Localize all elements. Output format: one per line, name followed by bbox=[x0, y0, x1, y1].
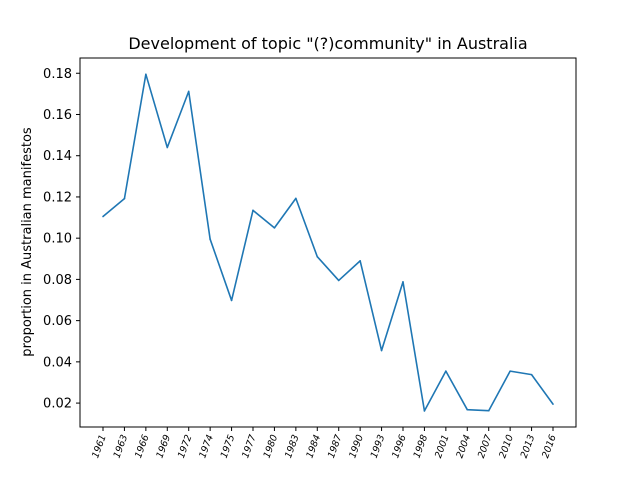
x-tick-label: 2010 bbox=[497, 433, 516, 459]
series-group bbox=[102, 73, 554, 412]
data-point bbox=[123, 197, 126, 200]
x-tick-label: 1969 bbox=[154, 433, 173, 459]
y-tick-label: 0.14 bbox=[43, 149, 72, 164]
x-tick-label: 1987 bbox=[326, 433, 345, 459]
x-tick-label: 1993 bbox=[369, 433, 388, 459]
data-point bbox=[316, 255, 319, 258]
y-tick-label: 0.16 bbox=[43, 108, 72, 123]
y-axis: 0.02 0.04 0.06 0.08 0.10 0.12 0.14 0.16 0.18 bbox=[43, 67, 80, 412]
y-tick-label: 0.12 bbox=[43, 190, 72, 205]
y-tick-label: 0.08 bbox=[43, 273, 72, 288]
y-tick-label: 0.10 bbox=[43, 232, 72, 247]
x-tick-label: 2004 bbox=[454, 433, 473, 459]
x-tick-label: 2016 bbox=[540, 433, 559, 459]
x-tick-label: 1990 bbox=[347, 433, 366, 459]
data-point bbox=[187, 90, 190, 93]
data-point bbox=[145, 73, 147, 76]
y-tick-label: 0.06 bbox=[43, 314, 72, 329]
data-point bbox=[230, 299, 233, 302]
x-tick-label: 1974 bbox=[197, 433, 216, 459]
data-point bbox=[273, 227, 276, 229]
data-point bbox=[445, 370, 447, 372]
data-point bbox=[466, 408, 469, 411]
x-tick-label: 1972 bbox=[176, 433, 195, 459]
data-point bbox=[295, 197, 297, 200]
data-point bbox=[252, 209, 254, 212]
x-tick-label: 1961 bbox=[90, 433, 109, 459]
data-point bbox=[102, 215, 104, 218]
data-point bbox=[423, 410, 426, 412]
series-line bbox=[102, 73, 554, 412]
data-point bbox=[380, 349, 383, 352]
x-tick-label: 1998 bbox=[412, 433, 431, 459]
x-tick-label: 1984 bbox=[304, 433, 323, 459]
data-point bbox=[166, 146, 169, 149]
data-point bbox=[209, 238, 211, 240]
x-tick-label: 1963 bbox=[112, 433, 131, 459]
x-tick-label: 2013 bbox=[519, 433, 538, 459]
x-tick-label: 1996 bbox=[390, 433, 409, 459]
axes-frame bbox=[79, 57, 577, 428]
data-point bbox=[552, 403, 554, 405]
plot-area: 0.02 0.04 0.06 0.08 0.10 0.12 0.14 0.16 0.18 196… bbox=[43, 57, 577, 460]
x-tick-label: 1983 bbox=[283, 433, 302, 459]
data-point bbox=[487, 409, 490, 412]
x-tick-label: 1975 bbox=[219, 433, 238, 459]
x-tick-label: 2007 bbox=[476, 433, 495, 459]
x-axis: 1961 1963 1966 1969 1972 1974 1975 1977 1980 1983… bbox=[90, 427, 559, 460]
data-point bbox=[509, 370, 511, 372]
data-point bbox=[359, 260, 361, 262]
y-tick-label: 0.18 bbox=[43, 67, 72, 82]
y-tick-label: 0.04 bbox=[43, 355, 72, 370]
x-tick-label: 2001 bbox=[433, 433, 452, 459]
x-tick-label: 1966 bbox=[133, 433, 152, 459]
y-axis-label: proportion in Australian manifestos bbox=[20, 127, 35, 357]
x-tick-label: 1977 bbox=[240, 433, 259, 459]
data-point bbox=[337, 279, 340, 282]
data-point bbox=[530, 373, 533, 376]
x-tick-label: 1980 bbox=[262, 433, 281, 459]
data-point bbox=[402, 281, 404, 283]
y-tick-label: 0.02 bbox=[43, 397, 72, 412]
chart-title: Development of topic "(?)community" in A… bbox=[128, 34, 527, 53]
